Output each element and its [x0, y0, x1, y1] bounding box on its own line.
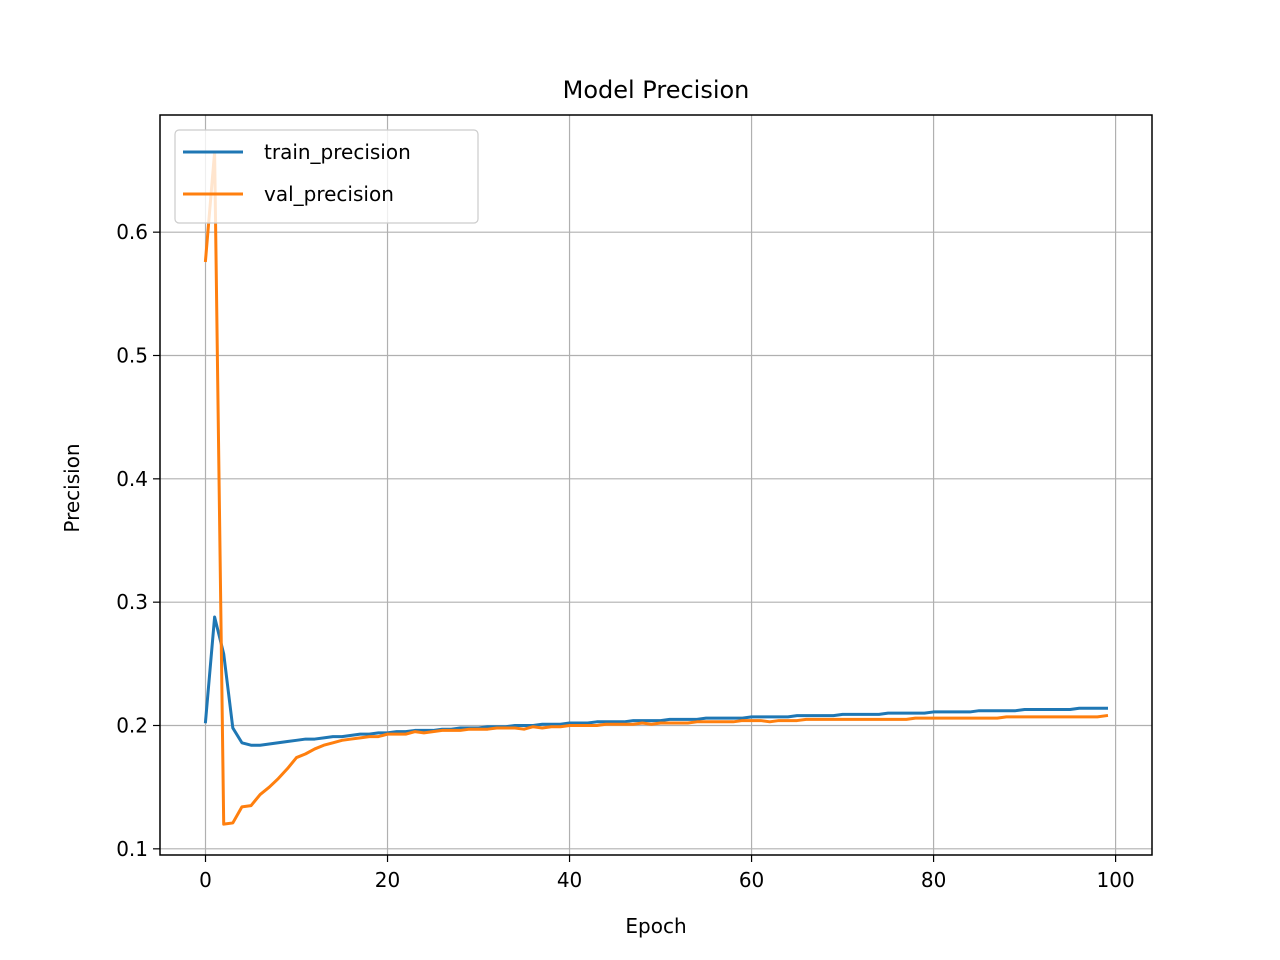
plot-frame: [159, 114, 1153, 856]
x-tick-label: 80: [921, 868, 946, 892]
y-axis-label: Precision: [60, 443, 84, 532]
x-tick-label: 40: [557, 868, 582, 892]
y-tick-label: 0.6: [116, 220, 148, 244]
x-tick-label: 20: [375, 868, 400, 892]
grid: [160, 115, 1152, 855]
val_precision-series-line: [203, 150, 1109, 826]
x-tick-label: 100: [1097, 868, 1135, 892]
train_precision-series-line: [203, 615, 1108, 747]
x-axis-label: Epoch: [625, 914, 686, 938]
legend-box: [174, 129, 479, 224]
series-layer: [203, 150, 1109, 826]
y-tick-label: 0.4: [116, 467, 148, 491]
axis-ticks: 0 20 40 60 80 100 0.1 0.2 0.3 0.4 0.5 0.6: [116, 220, 1135, 892]
y-tick-label: 0.5: [116, 344, 148, 368]
legend-label-val_precision: val_precision: [264, 182, 394, 206]
x-tick-label: 60: [739, 868, 764, 892]
chart-title: Model Precision: [563, 76, 750, 104]
y-tick-label: 0.3: [116, 590, 148, 614]
legend-label-train_precision: train_precision: [264, 140, 411, 164]
legend: train_precision val_precision: [174, 129, 479, 224]
x-tick-label: 0: [199, 868, 212, 892]
y-tick-label: 0.2: [116, 714, 148, 738]
y-tick-label: 0.1: [116, 837, 148, 861]
